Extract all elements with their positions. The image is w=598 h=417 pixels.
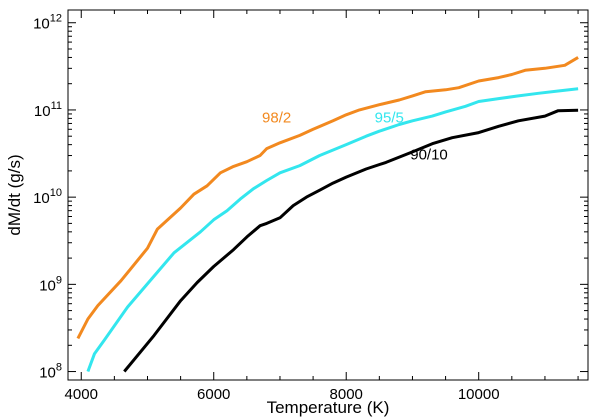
x-tick-label: 6000 (197, 386, 230, 403)
x-tick-label: 10000 (458, 386, 500, 403)
x-tick-label: 8000 (330, 386, 363, 403)
series-label-98-2: 98/2 (262, 109, 291, 126)
axes: 4000 6000 8000 10000 108 109 1010 1011 1012 (33, 9, 589, 403)
series-line-95-5 (86, 87, 579, 373)
series-line-98-2 (76, 56, 579, 340)
x-tick-label: 4000 (65, 386, 98, 403)
series-lines (76, 56, 579, 373)
y-tick-label: 1012 (33, 13, 62, 33)
x-axis-label: Temperature (K) (267, 398, 390, 417)
series-labels: 98/2 95/5 90/10 (262, 109, 448, 163)
y-tick-label: 1010 (33, 187, 62, 207)
series-label-90-10: 90/10 (410, 147, 448, 164)
series-label-95-5: 95/5 (375, 109, 404, 126)
y-tick-label: 1011 (34, 100, 62, 120)
y-axis-label: dM/dt (g/s) (5, 154, 24, 235)
plot-frame (67, 9, 589, 381)
y-tick-label: 108 (39, 362, 62, 382)
y-tick-label: 109 (39, 274, 62, 294)
series-line-90-10 (123, 108, 579, 373)
